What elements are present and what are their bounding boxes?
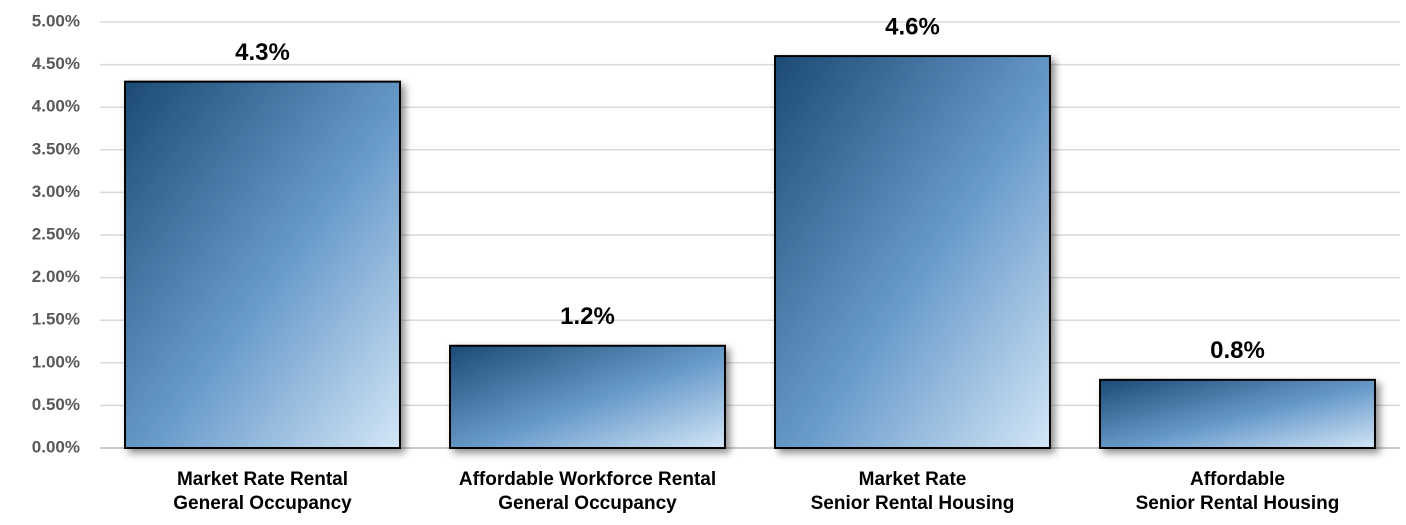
y-tick-label: 5.00% bbox=[32, 11, 80, 30]
y-tick-label: 1.50% bbox=[32, 310, 80, 329]
value-label: 0.8% bbox=[1210, 337, 1265, 364]
x-tick-label: Market Rate Rental General Occupancy bbox=[173, 469, 352, 514]
x-tick-label: Market Rate Senior Rental Housing bbox=[811, 469, 1015, 514]
x-tick-label: Affordable Senior Rental Housing bbox=[1136, 469, 1340, 514]
bar bbox=[449, 344, 726, 450]
y-tick-label: 2.00% bbox=[32, 267, 80, 286]
bar bbox=[1099, 378, 1376, 449]
y-tick-label: 1.00% bbox=[32, 352, 80, 371]
y-tick-label: 4.00% bbox=[32, 97, 80, 116]
y-tick-label: 0.50% bbox=[32, 395, 80, 414]
y-tick-label: 3.50% bbox=[32, 139, 80, 158]
y-tick-label: 2.50% bbox=[32, 224, 80, 243]
bar bbox=[774, 55, 1051, 450]
y-tick-label: 4.50% bbox=[32, 54, 80, 73]
x-tick-label: Affordable Workforce Rental General Occup… bbox=[459, 469, 716, 514]
value-label: 1.2% bbox=[560, 303, 615, 330]
y-tick-label: 3.00% bbox=[32, 182, 80, 201]
value-label: 4.6% bbox=[885, 13, 940, 40]
bar bbox=[124, 80, 401, 449]
y-tick-label: 0.00% bbox=[32, 437, 80, 456]
value-label: 4.3% bbox=[235, 39, 290, 66]
